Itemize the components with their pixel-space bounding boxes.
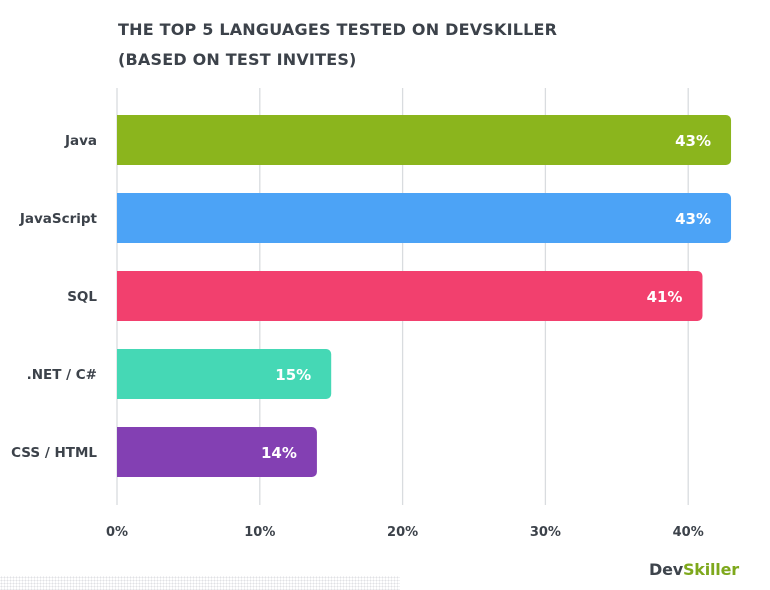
bar-left-edge [117, 427, 123, 477]
category-label: JavaScript [19, 211, 98, 227]
bar-left-edge [117, 193, 123, 243]
x-tick-label: 10% [244, 525, 275, 540]
x-axis-tick-labels: 0% 10% 20% 30% 40% [106, 525, 704, 540]
bar [117, 193, 732, 243]
bar-left-edge [117, 271, 123, 321]
bar [117, 349, 332, 399]
category-label: SQL [67, 289, 97, 305]
chart-subtitle: (BASED ON TEST INVITES) [118, 50, 357, 69]
x-tick-label: 20% [387, 525, 418, 540]
data-label: 41% [647, 288, 683, 306]
data-label: 14% [261, 444, 297, 462]
data-label: 43% [675, 132, 711, 150]
bar-left-edge [117, 115, 123, 165]
brand-prefix: Dev [649, 560, 683, 579]
brand-logo: DevSkiller [649, 560, 739, 579]
x-tick-label: 40% [673, 525, 704, 540]
bar [117, 271, 703, 321]
bar-left-edge [117, 349, 123, 399]
decorative-dot-pattern [0, 576, 400, 590]
x-tick-label: 0% [106, 525, 128, 540]
category-label: .NET / C# [27, 367, 97, 383]
bar [117, 427, 317, 477]
data-label: 15% [275, 366, 311, 384]
category-label: Java [64, 133, 97, 149]
category-label: CSS / HTML [11, 445, 97, 461]
brand-accent: Skiller [682, 560, 739, 579]
category-labels: Java JavaScript SQL .NET / C# CSS / HTML [11, 133, 97, 461]
bar [117, 115, 732, 165]
x-tick-label: 30% [530, 525, 561, 540]
data-label: 43% [675, 210, 711, 228]
bars: 43% 43% 41% 15% 14% [117, 115, 732, 477]
chart-title: THE TOP 5 LANGUAGES TESTED ON DEVSKILLER [118, 20, 558, 39]
